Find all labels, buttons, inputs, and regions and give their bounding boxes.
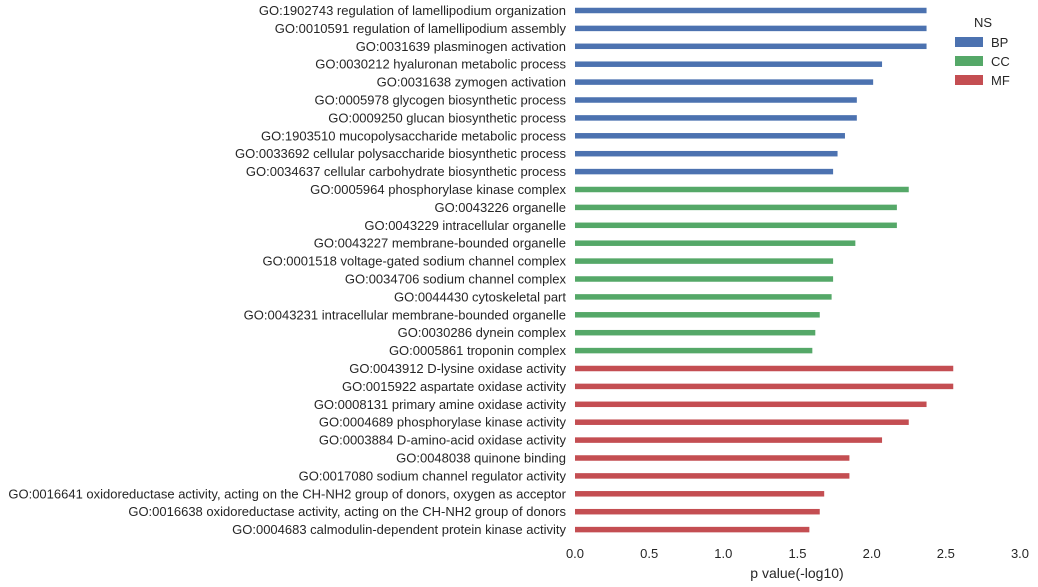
- category-label: GO:0034706 sodium channel complex: [345, 272, 567, 287]
- category-label: GO:0043912 D-lysine oxidase activity: [349, 361, 566, 376]
- bar-cc: [575, 222, 897, 229]
- bar-mf: [575, 419, 909, 425]
- bar-cc: [575, 294, 832, 300]
- bar-bp: [575, 7, 927, 14]
- category-label: GO:0004683 calmodulin-dependent protein …: [232, 522, 566, 537]
- bar-bp: [575, 168, 834, 175]
- category-labels: GO:1902743 regulation of lamellipodium o…: [8, 3, 566, 537]
- bar-mf: [575, 455, 850, 461]
- legend-label-mf: MF: [991, 73, 1010, 88]
- bar-bp: [575, 115, 857, 121]
- bar-mf: [575, 437, 883, 443]
- category-label: GO:0005978 glycogen biosynthetic process: [315, 93, 567, 108]
- bar-cc: [575, 312, 820, 318]
- bar-mf: [575, 526, 810, 533]
- category-label: GO:0004689 phosphorylase kinase activity: [319, 415, 567, 430]
- bar-cc: [575, 329, 816, 336]
- x-tick-label: 1.5: [788, 546, 806, 561]
- bars-layer: [575, 7, 954, 533]
- bar-bp: [575, 79, 874, 85]
- legend-title: NS: [974, 15, 992, 30]
- bar-bp: [575, 133, 845, 139]
- bar-mf: [575, 491, 825, 497]
- category-label: GO:1903510 mucopolysaccharide metabolic …: [261, 128, 566, 143]
- bar-bp: [575, 43, 927, 50]
- legend-swatch-cc: [955, 56, 983, 66]
- category-label: GO:0009250 glucan biosynthetic process: [328, 110, 566, 125]
- bar-mf: [575, 473, 850, 479]
- category-label: GO:0016641 oxidoreductase activity, acti…: [8, 486, 566, 501]
- bar-mf: [575, 383, 954, 390]
- category-label: GO:0043229 intracellular organelle: [364, 218, 566, 233]
- bar-bp: [575, 150, 838, 157]
- category-label: GO:0015922 aspartate oxidase activity: [342, 379, 567, 394]
- bar-cc: [575, 258, 834, 264]
- category-label: GO:0005964 phosphorylase kinase complex: [310, 182, 566, 197]
- x-tick-label: 0.5: [640, 546, 658, 561]
- category-label: GO:0016638 oxidoreductase activity, acti…: [128, 504, 566, 519]
- legend-swatch-mf: [955, 75, 983, 85]
- category-label: GO:0003884 D-amino-acid oxidase activity: [319, 433, 567, 448]
- category-label: GO:0031639 plasminogen activation: [356, 39, 566, 54]
- bar-cc: [575, 347, 813, 354]
- category-label: GO:0030212 hyaluronan metabolic process: [315, 57, 566, 72]
- category-label: GO:0030286 dynein complex: [398, 325, 567, 340]
- category-label: GO:1902743 regulation of lamellipodium o…: [259, 3, 566, 18]
- legend: NS BP CC MF: [955, 15, 1010, 88]
- category-label: GO:0017080 sodium channel regulator acti…: [299, 468, 567, 483]
- bar-cc: [575, 186, 909, 193]
- legend-swatch-bp: [955, 37, 983, 47]
- x-tick-label: 2.0: [863, 546, 881, 561]
- x-axis: 0.0 0.5 1.0 1.5 2.0 2.5 3.0: [566, 546, 1029, 561]
- bar-bp: [575, 61, 883, 67]
- category-label: GO:0043226 organelle: [434, 200, 566, 215]
- x-tick-label: 0.0: [566, 546, 584, 561]
- category-label: GO:0005861 troponin complex: [389, 343, 567, 358]
- x-tick-label: 3.0: [1011, 546, 1029, 561]
- bar-cc: [575, 240, 856, 246]
- legend-label-bp: BP: [991, 35, 1008, 50]
- x-tick-label: 1.0: [714, 546, 732, 561]
- category-label: GO:0033692 cellular polysaccharide biosy…: [235, 146, 566, 161]
- bar-cc: [575, 204, 897, 211]
- category-label: GO:0031638 zymogen activation: [377, 75, 566, 90]
- legend-label-cc: CC: [991, 54, 1010, 69]
- category-label: GO:0043227 membrane-bounded organelle: [314, 236, 566, 251]
- bar-mf: [575, 365, 954, 372]
- category-label: GO:0043231 intracellular membrane-bounde…: [244, 307, 566, 322]
- x-axis-label: p value(-log10): [750, 565, 843, 581]
- category-label: GO:0034637 cellular carbohydrate biosynt…: [246, 164, 567, 179]
- bar-mf: [575, 508, 820, 515]
- bar-bp: [575, 25, 927, 32]
- category-label: GO:0010591 regulation of lamellipodium a…: [275, 21, 567, 36]
- bar-mf: [575, 401, 927, 408]
- category-label: GO:0044430 cytoskeletal part: [394, 289, 566, 304]
- category-label: GO:0001518 voltage-gated sodium channel …: [262, 254, 566, 269]
- bar-bp: [575, 97, 857, 103]
- x-tick-label: 2.5: [937, 546, 955, 561]
- category-label: GO:0048038 quinone binding: [396, 451, 566, 466]
- category-label: GO:0008131 primary amine oxidase activit…: [314, 397, 567, 412]
- bar-cc: [575, 276, 834, 282]
